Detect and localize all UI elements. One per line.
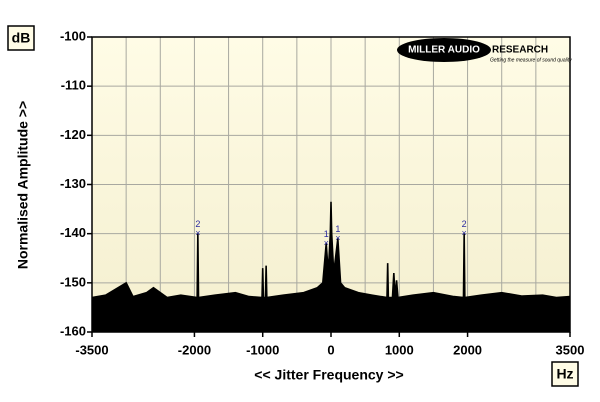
peak-marker: × [462,228,467,238]
logo-text: MILLER AUDIO [408,45,480,56]
y-unit-box [7,25,35,51]
x-tick-label: 2000 [453,342,482,357]
spectrum-line [91,201,571,299]
peak-marker: × [195,228,200,238]
x-tick-label: -2000 [178,342,211,357]
peak-label: 1 [335,224,340,234]
y-tick-label: -150 [60,274,86,289]
x-tick-label: 3500 [556,342,585,357]
y-unit: dB [12,30,31,46]
logo-ellipse [397,38,491,62]
peak-marker: × [335,233,340,243]
logo-text: RESEARCH [492,45,548,56]
peak-marker: × [324,238,329,248]
y-tick-label: -110 [61,78,86,93]
peak-label: 1 [324,229,329,239]
y-tick-label: -160 [60,323,86,338]
logo: MILLER AUDIO RESEARCH Getting the measur… [397,38,572,63]
spectrum-area [92,201,570,332]
x-unit: Hz [556,366,573,382]
plot-frame [91,36,571,333]
x-tick-label: 0 [327,342,334,357]
y-tick-label: -100 [60,28,86,43]
x-tick-label: -3500 [75,342,108,357]
y-tick-label: -140 [60,225,86,240]
y-tick-label: -130 [60,176,86,191]
x-tick-label: 1000 [385,342,414,357]
logo-tagline: Getting the measure of sound quality [490,57,572,63]
peak-label: 2 [462,219,467,229]
y-axis-label: Normalised Amplitude >> [15,101,31,269]
x-tick-label: -1000 [246,342,279,357]
x-axis-label: << Jitter Frequency >> [254,367,403,383]
peak-label: 2 [195,219,200,229]
x-unit-box [551,361,579,387]
y-tick-label: -120 [60,127,86,142]
